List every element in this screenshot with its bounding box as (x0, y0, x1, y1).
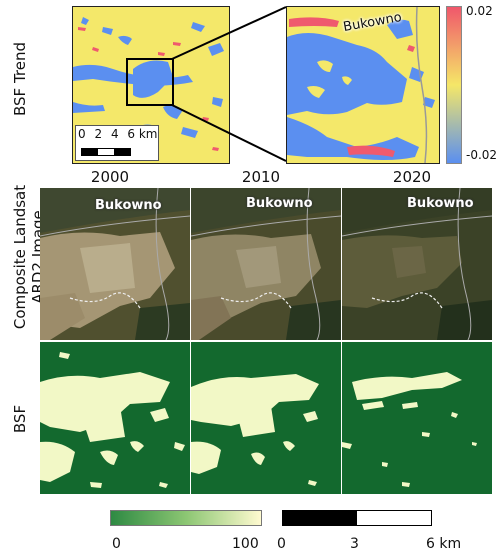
bsf-colorbar-min-label: 0 (112, 536, 121, 552)
inset-scale-tick-3: 6 km (127, 127, 158, 141)
inset-scale-tick-0: 0 (78, 127, 86, 141)
row-label-bsf: BSF (11, 404, 29, 434)
bsf-map-2000 (40, 342, 190, 494)
trend-zoom-map: Bukowno (286, 6, 440, 164)
trend-colorbar (446, 6, 462, 164)
year-header-2010: 2010 (241, 168, 281, 186)
year-header-2000: 2000 (90, 168, 130, 186)
zoom-connector-lines (171, 6, 287, 162)
trend-colorbar-max-label: 0.02 (466, 4, 493, 18)
inset-scale-bar (81, 148, 131, 156)
bottom-scalebar (282, 510, 432, 526)
bsf-colorbar (110, 510, 262, 526)
bottom-scale-tick-3: 3 (350, 536, 359, 552)
inset-scale-tick-1: 2 (94, 127, 103, 141)
trend-colorbar-min-label: -0.02 (466, 148, 498, 162)
bsf-colorbar-max-label: 100 (232, 536, 259, 552)
composite-image-2010: Bukowno (191, 188, 341, 340)
row-label-composite-line1: Composite Landsat (11, 184, 29, 330)
composite-place-label-2000: Bukowno (95, 198, 162, 213)
composite-image-2020: Bukowno (342, 188, 492, 340)
bottom-scale-tick-0: 0 (277, 536, 286, 552)
trend-overview-map: 0 2 4 6 km (72, 6, 230, 164)
bsf-map-2010 (191, 342, 341, 494)
year-header-2020: 2020 (392, 168, 432, 186)
composite-place-label-2010: Bukowno (246, 196, 313, 211)
composite-place-label-2020: Bukowno (407, 196, 474, 211)
inset-scale-tick-2: 4 (110, 127, 119, 141)
bottom-scale-tick-6: 6 km (426, 536, 462, 552)
inset-scalebar-box: 0 2 4 6 km (75, 125, 159, 161)
composite-image-2000: Bukowno (40, 188, 190, 340)
bsf-map-2020 (342, 342, 492, 494)
